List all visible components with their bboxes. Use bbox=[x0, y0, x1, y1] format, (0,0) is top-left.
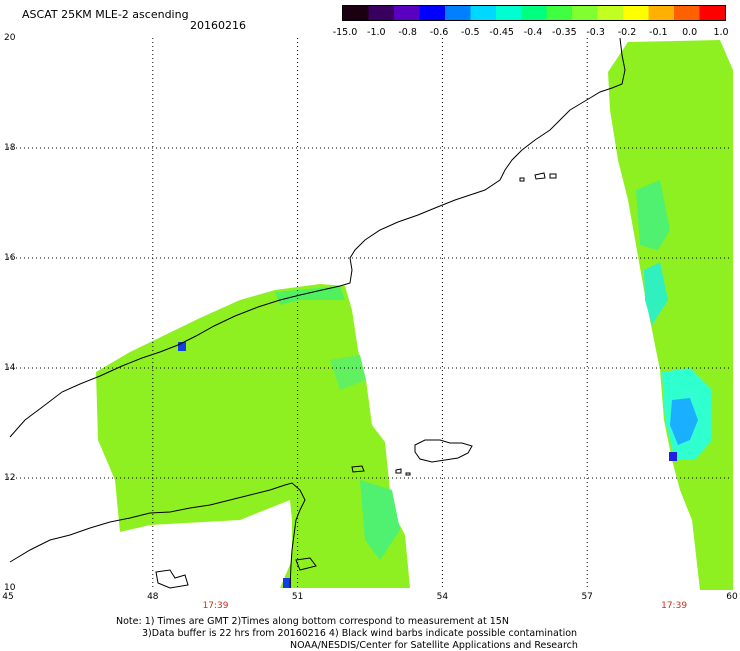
longitude-label: 57 bbox=[581, 592, 593, 602]
longitude-label: 60 bbox=[726, 592, 738, 602]
map-date: 20160216 bbox=[190, 19, 246, 32]
latitude-label: 12 bbox=[4, 473, 16, 483]
colorbar-tick: -1.0 bbox=[367, 27, 386, 38]
colorbar-tick: 1.0 bbox=[713, 27, 729, 38]
colorbar-tick: -0.4 bbox=[523, 27, 543, 38]
colorbar-tick: -0.1 bbox=[649, 27, 668, 38]
colorbar-tick: -0.2 bbox=[617, 27, 637, 38]
longitude-label: 51 bbox=[291, 592, 304, 602]
colorbar-tick: 0.0 bbox=[682, 27, 698, 38]
longitude-label: 45 bbox=[2, 592, 14, 602]
colorbar-tick: -0.35 bbox=[552, 27, 577, 38]
right-swath-blue bbox=[670, 398, 698, 445]
colorbar-tick: -0.3 bbox=[586, 27, 605, 38]
colorbar-tick: -0.8 bbox=[398, 27, 417, 38]
note-line-2: 3)Data buffer is 22 hrs from 20160216 4)… bbox=[142, 628, 578, 639]
left-swath bbox=[96, 284, 410, 588]
longitude-label: 48 bbox=[147, 592, 159, 602]
right-swath bbox=[608, 40, 733, 590]
lat-lon-grid bbox=[8, 38, 732, 588]
pass-time-label: 17:39 bbox=[661, 601, 688, 611]
colorbar-tick: -15.0 bbox=[332, 27, 358, 38]
right-swath-green bbox=[636, 180, 670, 250]
colorbar-tick: -0.6 bbox=[429, 27, 449, 38]
coastline bbox=[9, 37, 626, 589]
latitude-label: 10 bbox=[4, 583, 16, 593]
note-line-1: Note: 1) Times are GMT 2)Times along bot… bbox=[116, 616, 509, 627]
left-swath-green-2 bbox=[330, 355, 366, 390]
latitude-label: 20 bbox=[4, 33, 16, 43]
left-swath-green bbox=[275, 286, 345, 305]
note-line-3: NOAA/NESDIS/Center for Satellite Applica… bbox=[290, 640, 578, 651]
left-swath-blue-cell-2 bbox=[283, 578, 291, 588]
right-swath-cyan bbox=[644, 262, 668, 325]
map-title: ASCAT 25KM MLE-2 ascending bbox=[22, 8, 189, 21]
longitude-label: 54 bbox=[436, 592, 449, 602]
latitude-label: 16 bbox=[4, 253, 16, 263]
left-swath-blue-cell bbox=[178, 342, 186, 351]
left-swath-green-3 bbox=[360, 480, 400, 560]
right-swath-blue-cell bbox=[669, 452, 677, 461]
pass-time-label: 17:39 bbox=[202, 601, 229, 611]
latitude-label: 18 bbox=[4, 143, 16, 153]
wind-swaths bbox=[96, 40, 733, 590]
colorbar-tick: -0.5 bbox=[461, 27, 480, 38]
colorbar bbox=[342, 5, 726, 21]
latitude-label: 14 bbox=[4, 363, 16, 373]
colorbar-tick: -0.45 bbox=[489, 27, 514, 38]
